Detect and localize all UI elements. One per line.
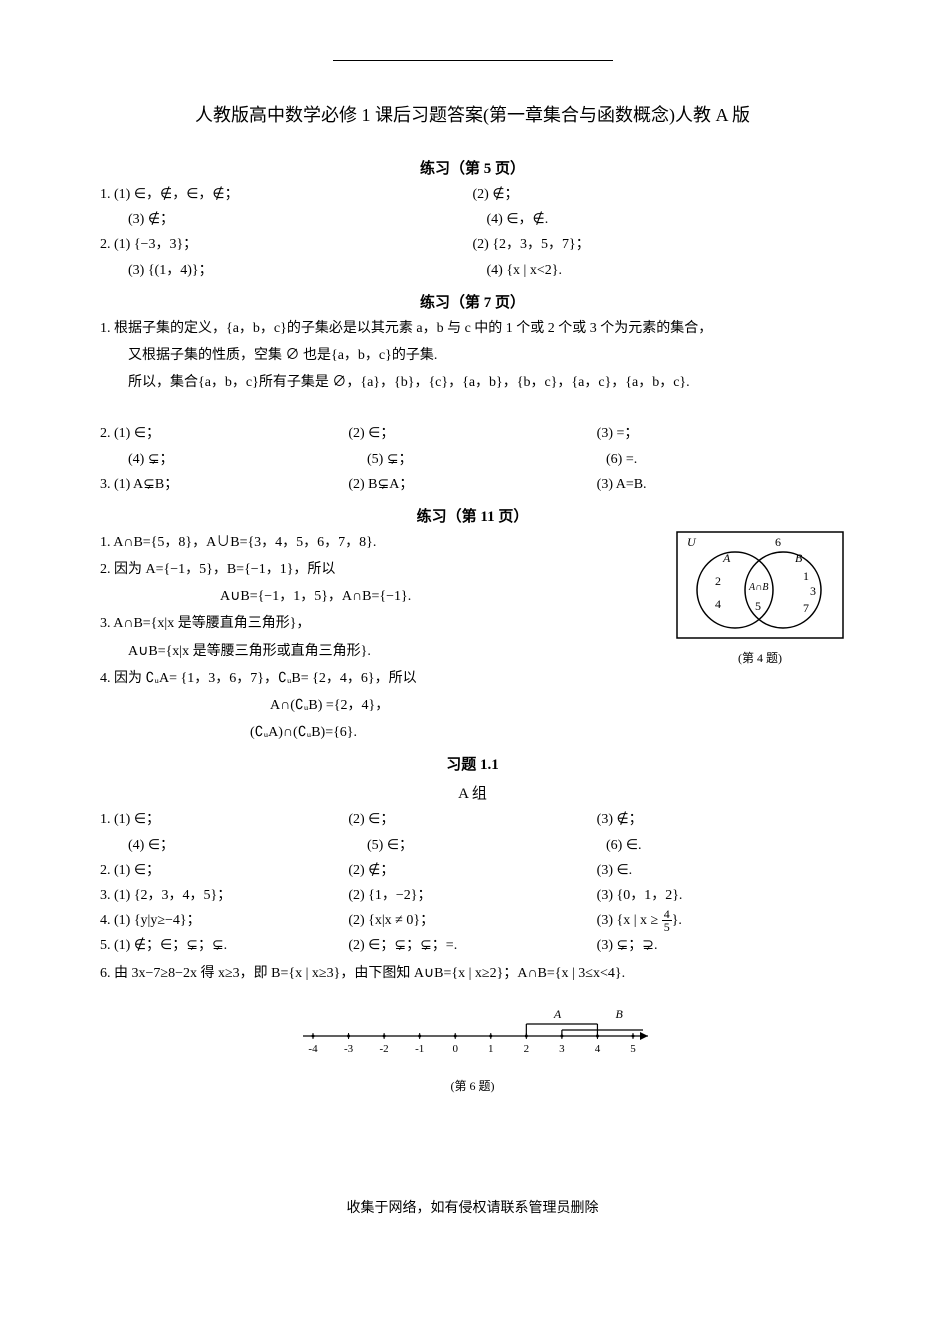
- svg-text:U: U: [687, 535, 697, 549]
- p11-body: UABA∩B2456137 (第 4 题) 1. A∩B={5，8}，A∪B={…: [100, 530, 845, 746]
- ex11-q1-4: (4) ∈；: [100, 833, 367, 858]
- svg-text:4: 4: [594, 1043, 600, 1055]
- svg-text:5: 5: [755, 599, 761, 613]
- svg-text:3: 3: [810, 584, 816, 598]
- page-footer: 收集于网络，如有侵权请联系管理员删除: [0, 1197, 945, 1217]
- p5-q1-4: (4) ∈，∉.: [487, 207, 846, 232]
- top-rule: [333, 60, 613, 61]
- ex11-q4-3-suffix: }.: [672, 913, 682, 928]
- p5-q1-1: 1. (1) ∈，∉，∈，∉；: [100, 182, 473, 207]
- p7-q2-3: (3) =；: [597, 421, 845, 446]
- page-title: 人教版高中数学必修 1 课后习题答案(第一章集合与函数概念)人教 A 版: [100, 101, 845, 127]
- ex11-q4-r: 4. (1) {y|y≥−4}； (2) {x|x ≠ 0}； (3) {x |…: [100, 908, 845, 933]
- ex11-q1-r2: (4) ∈； (5) ∈； (6) ∈.: [100, 833, 845, 858]
- p7-q2-row1: 2. (1) ∈； (2) ∈； (3) =；: [100, 421, 845, 446]
- p7-q2-row2: (4) ⊊； (5) ⊊； (6) =.: [100, 447, 845, 472]
- svg-text:1: 1: [488, 1043, 494, 1055]
- venn-caption: (第 4 题): [675, 649, 845, 666]
- svg-text:7: 7: [803, 601, 809, 615]
- ex11-q2-r: 2. (1) ∈； (2) ∉； (3) ∈.: [100, 858, 845, 883]
- p5-q2-row1: 2. (1) {−3，3}； (2) {2，3，5，7}；: [100, 232, 845, 257]
- ex11-q1-6: (6) ∈.: [606, 833, 845, 858]
- svg-text:B: B: [795, 551, 803, 565]
- p7-q1-l2: 又根据子集的性质，空集 ∅ 也是{a，b，c}的子集.: [100, 343, 845, 368]
- svg-text:5: 5: [630, 1043, 636, 1055]
- p7-q2-6: (6) =.: [606, 447, 845, 472]
- p5-q1-row1: 1. (1) ∈，∉，∈，∉； (2) ∉；: [100, 182, 845, 207]
- p7-q2-1: 2. (1) ∈；: [100, 421, 348, 446]
- ex11-q1-5: (5) ∈；: [367, 833, 606, 858]
- section-heading-p7: 练习（第 7 页）: [100, 291, 845, 312]
- svg-text:A: A: [722, 551, 731, 565]
- venn-diagram: U A B A∩B 2 4 5 6 137 (第 4 题): [675, 530, 845, 666]
- p7-q1-l3: 所以，集合{a，b，c}所有子集是 ∅，{a}，{b}，{c}，{a，b}，{b…: [100, 370, 845, 395]
- svg-text:0: 0: [452, 1043, 458, 1055]
- svg-text:2: 2: [715, 574, 721, 588]
- p11-l6: 4. 因为 ∁ᵤA= {1，3，6，7}，∁ᵤB= {2，4，6}，所以: [100, 666, 845, 691]
- p5-q1-2: (2) ∉；: [473, 182, 846, 207]
- svg-text:1: 1: [803, 569, 809, 583]
- ex11-q4-3-prefix: (3) {x | x ≥: [597, 913, 662, 928]
- ex11-q6: 6. 由 3x−7≥8−2x 得 x≥3，即 B={x | x≥3}，由下图知 …: [100, 961, 845, 986]
- p7-q2-5: (5) ⊊；: [367, 447, 606, 472]
- ex11-q3-2: (2) {1，−2}；: [348, 883, 596, 908]
- ex11-q5-r: 5. (1) ∉；∈；⊊；⊊. (2) ∈；⊊；⊊；=. (3) ⊊；⊋.: [100, 933, 845, 958]
- ex11-q3-3: (3) {0，1，2}.: [597, 883, 845, 908]
- section-heading-ex11: 习题 1.1: [100, 753, 845, 774]
- ex11-q5-2: (2) ∈；⊊；⊊；=.: [348, 933, 596, 958]
- p5-q1-3: (3) ∉；: [100, 207, 487, 232]
- p5-q2-3: (3) {(1，4)}；: [100, 258, 487, 283]
- p7-q3-1: 3. (1) A⊊B；: [100, 472, 348, 497]
- numline-svg: -4 -3 -2 -1 0 1 2 3 4 5 A B: [293, 996, 653, 1066]
- svg-text:3: 3: [559, 1043, 565, 1055]
- p11-l8: (∁ᵤA)∩(∁ᵤB)={6}.: [100, 720, 845, 745]
- p7-q3-2: (2) B⊊A；: [348, 472, 596, 497]
- ex11-q1-3: (3) ∉；: [597, 807, 845, 832]
- ex11-q4-2: (2) {x|x ≠ 0}；: [348, 908, 596, 933]
- svg-text:4: 4: [715, 597, 721, 611]
- ex11-q2-3: (3) ∈.: [597, 858, 845, 883]
- p7-q3-row: 3. (1) A⊊B； (2) B⊊A； (3) A=B.: [100, 472, 845, 497]
- svg-text:-3: -3: [343, 1043, 353, 1055]
- ex11-q2-2: (2) ∉；: [348, 858, 596, 883]
- svg-text:-1: -1: [415, 1043, 424, 1055]
- svg-text:B: B: [615, 1007, 623, 1021]
- p5-q2-4: (4) {x | x<2}.: [487, 258, 846, 283]
- venn-svg: U A B A∩B 2 4 5 6 137: [675, 530, 845, 640]
- svg-text:A: A: [552, 1007, 561, 1021]
- number-line-diagram: -4 -3 -2 -1 0 1 2 3 4 5 A B (第 6 题): [293, 996, 653, 1094]
- numline-caption: (第 6 题): [293, 1077, 653, 1094]
- p7-q1-l1: 1. 根据子集的定义，{a，b，c}的子集必是以其元素 a，b 与 c 中的 1…: [100, 316, 845, 341]
- section-group-a: A 组: [100, 782, 845, 803]
- fraction-4-5: 45: [662, 908, 672, 933]
- svg-text:6: 6: [775, 535, 781, 549]
- p5-q2-1: 2. (1) {−3，3}；: [100, 232, 473, 257]
- p7-q2-4: (4) ⊊；: [100, 447, 367, 472]
- svg-text:A∩B: A∩B: [748, 582, 768, 593]
- ex11-q3-r: 3. (1) {2，3，4，5}； (2) {1，−2}； (3) {0，1，2…: [100, 883, 845, 908]
- svg-text:-2: -2: [379, 1043, 388, 1055]
- section-heading-p5: 练习（第 5 页）: [100, 157, 845, 178]
- ex11-q1-r1: 1. (1) ∈； (2) ∈； (3) ∉；: [100, 807, 845, 832]
- ex11-q3-1: 3. (1) {2，3，4，5}；: [100, 883, 348, 908]
- p5-q2-row2: (3) {(1，4)}； (4) {x | x<2}.: [100, 258, 845, 283]
- p7-q2-2: (2) ∈；: [348, 421, 596, 446]
- ex11-q1-1: 1. (1) ∈；: [100, 807, 348, 832]
- svg-text:-4: -4: [308, 1043, 318, 1055]
- p5-q2-2: (2) {2，3，5，7}；: [473, 232, 846, 257]
- ex11-q2-1: 2. (1) ∈；: [100, 858, 348, 883]
- frac-den: 5: [662, 921, 672, 933]
- ex11-q5-3: (3) ⊊；⊋.: [597, 933, 845, 958]
- ex11-q4-1: 4. (1) {y|y≥−4}；: [100, 908, 348, 933]
- p5-q1-row2: (3) ∉； (4) ∈，∉.: [100, 207, 845, 232]
- ex11-q5-1: 5. (1) ∉；∈；⊊；⊊.: [100, 933, 348, 958]
- ex11-q1-2: (2) ∈；: [348, 807, 596, 832]
- ex11-q4-3: (3) {x | x ≥ 45}.: [597, 908, 845, 933]
- p11-l7: A∩(∁ᵤB) ={2，4}，: [100, 693, 845, 718]
- svg-text:2: 2: [523, 1043, 529, 1055]
- p7-q3-3: (3) A=B.: [597, 472, 845, 497]
- section-heading-p11: 练习（第 11 页）: [100, 505, 845, 526]
